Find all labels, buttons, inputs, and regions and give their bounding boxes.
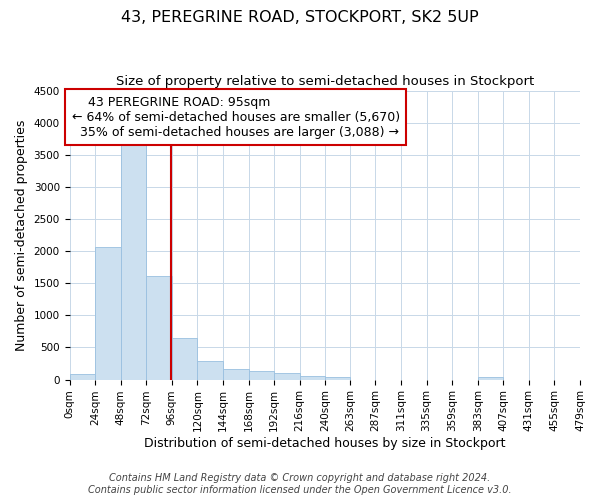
X-axis label: Distribution of semi-detached houses by size in Stockport: Distribution of semi-detached houses by … xyxy=(144,437,506,450)
Bar xyxy=(300,376,325,380)
Bar xyxy=(95,248,121,380)
Bar xyxy=(325,377,350,380)
Bar xyxy=(274,374,300,380)
Bar xyxy=(146,276,172,380)
Text: 43 PEREGRINE ROAD: 95sqm
← 64% of semi-detached houses are smaller (5,670)
  35%: 43 PEREGRINE ROAD: 95sqm ← 64% of semi-d… xyxy=(71,96,400,138)
Bar xyxy=(172,338,197,380)
Bar xyxy=(223,368,248,380)
Text: Contains HM Land Registry data © Crown copyright and database right 2024.
Contai: Contains HM Land Registry data © Crown c… xyxy=(88,474,512,495)
Title: Size of property relative to semi-detached houses in Stockport: Size of property relative to semi-detach… xyxy=(116,75,534,88)
Bar xyxy=(248,370,274,380)
Y-axis label: Number of semi-detached properties: Number of semi-detached properties xyxy=(15,120,28,351)
Bar xyxy=(121,138,146,380)
Bar xyxy=(70,374,95,380)
Text: 43, PEREGRINE ROAD, STOCKPORT, SK2 5UP: 43, PEREGRINE ROAD, STOCKPORT, SK2 5UP xyxy=(121,10,479,25)
Bar xyxy=(478,376,503,380)
Bar xyxy=(197,361,223,380)
